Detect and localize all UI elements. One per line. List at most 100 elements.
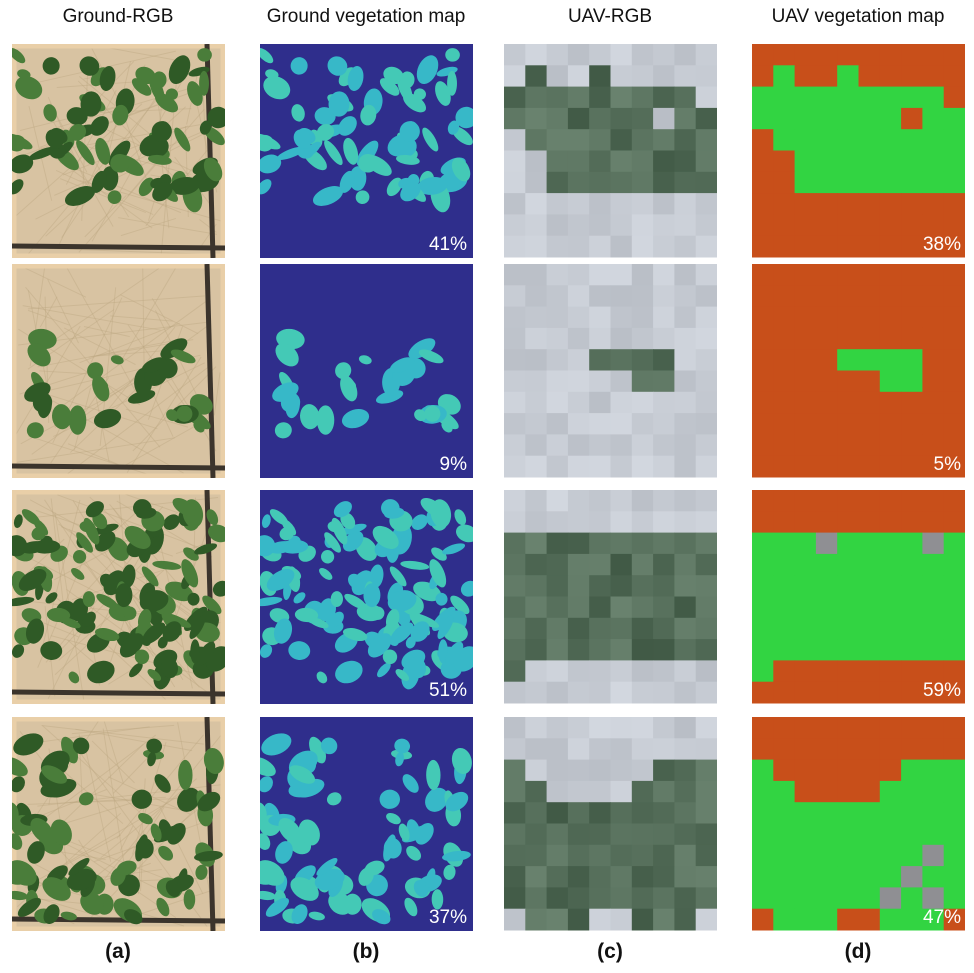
class-pixel	[752, 844, 774, 867]
uav-pixel	[546, 44, 569, 66]
class-pixel	[815, 370, 838, 393]
uav-pixel	[589, 65, 611, 88]
leaf	[293, 592, 306, 604]
class-pixel	[815, 511, 838, 534]
class-pixel	[794, 844, 817, 867]
uav-pixel	[674, 802, 697, 824]
uav-pixel	[589, 285, 611, 308]
class-pixel	[901, 908, 923, 931]
soil-texture	[12, 325, 81, 440]
leaf	[139, 590, 169, 612]
uav-pixel	[610, 285, 633, 308]
leaf	[99, 66, 116, 91]
class-pixel	[858, 306, 881, 329]
frame	[12, 264, 225, 478]
leaf	[12, 866, 31, 885]
leaf	[212, 580, 225, 597]
leaf	[154, 774, 171, 793]
soil-texture	[126, 356, 202, 473]
class-pixel	[794, 86, 817, 109]
uav-pixel	[674, 455, 697, 478]
class-pixel	[943, 129, 965, 151]
leaf	[17, 897, 42, 917]
uav-pixel	[567, 717, 590, 739]
leaf	[386, 812, 401, 825]
class-pixel	[752, 86, 774, 109]
leaf	[260, 133, 281, 150]
uav-pixel	[589, 327, 611, 350]
leaf	[422, 127, 439, 152]
uav-pixel	[695, 738, 717, 761]
class-pixel	[794, 65, 817, 88]
uav-pixel	[525, 553, 548, 576]
uav-pixel	[653, 823, 675, 846]
soil-texture	[79, 322, 180, 364]
class-pixel	[901, 823, 923, 846]
class-pixel	[879, 65, 902, 88]
leaf	[127, 390, 156, 404]
uav-pixel	[610, 327, 633, 350]
uav-pixel	[567, 150, 590, 173]
leaf	[278, 817, 302, 844]
class-pixel	[752, 235, 774, 258]
class-pixel	[943, 349, 965, 371]
uav-pixel	[610, 717, 633, 739]
uav-pixel	[589, 214, 611, 237]
class-pixel	[901, 264, 923, 286]
leaf	[400, 181, 421, 202]
leaf	[375, 390, 404, 404]
uav-pixel	[567, 780, 590, 803]
class-pixel	[858, 391, 881, 414]
class-pixel	[752, 150, 774, 173]
uav-pixel	[525, 681, 548, 704]
leaf	[338, 116, 357, 136]
leaf	[124, 525, 151, 549]
uav-pixel	[653, 553, 675, 576]
class-pixel	[773, 681, 796, 704]
class-pixel	[815, 107, 838, 130]
class-pixel	[858, 575, 881, 597]
uav-pixel	[546, 370, 569, 393]
uav-pixel	[610, 887, 633, 910]
uav-pixel	[546, 65, 569, 88]
class-pixel	[773, 908, 796, 931]
class-pixel	[879, 413, 902, 435]
class-pixel	[858, 171, 881, 194]
uav-pixel	[631, 511, 654, 534]
uav-pixel	[674, 660, 697, 683]
class-pixel	[837, 370, 859, 393]
uav-pixel	[589, 681, 611, 704]
uav-pixel	[525, 780, 548, 803]
soil-texture	[118, 217, 218, 235]
class-pixel	[837, 490, 859, 512]
uav-pixel	[674, 391, 697, 414]
leaf	[27, 343, 51, 367]
uav-pixel	[674, 150, 697, 173]
panel: 59%	[752, 490, 965, 704]
class-pixel	[879, 235, 902, 258]
uav-pixel	[631, 86, 654, 109]
uav-pixel	[546, 434, 569, 457]
uav-pixel	[653, 511, 675, 534]
uav-pixel	[674, 866, 697, 888]
uav-pixel	[567, 596, 590, 619]
class-pixel	[773, 887, 796, 910]
cover-percent: 47%	[923, 907, 961, 928]
class-pixel	[858, 780, 881, 803]
uav-pixel	[631, 639, 654, 661]
class-pixel	[794, 413, 817, 435]
uav-pixel	[674, 490, 697, 512]
class-pixel	[943, 660, 965, 683]
leaf	[203, 747, 224, 775]
leaf	[312, 186, 344, 206]
uav-pixel	[589, 639, 611, 661]
class-pixel	[901, 65, 923, 88]
class-pixel	[815, 759, 838, 782]
uav-pixel	[631, 306, 654, 329]
leaf	[12, 644, 25, 658]
class-pixel	[837, 887, 859, 910]
class-pixel	[858, 413, 881, 435]
leaf	[148, 154, 172, 165]
class-pixel	[879, 434, 902, 457]
soil-texture	[29, 499, 86, 530]
